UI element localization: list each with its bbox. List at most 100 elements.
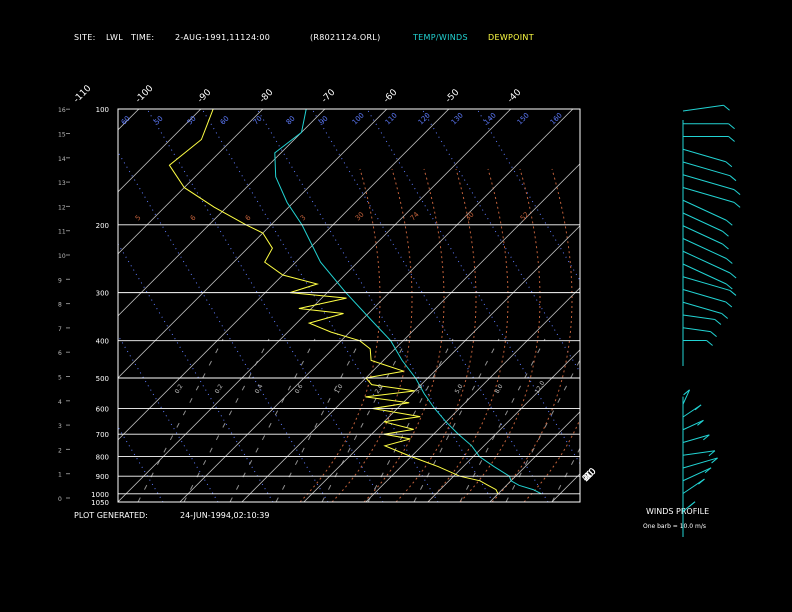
wind-barb — [682, 199, 727, 221]
pressure-tick-label: 200 — [96, 222, 109, 230]
wind-barb-flag — [688, 501, 696, 508]
isotherm-line — [179, 109, 574, 502]
isotherm-label: -80 — [258, 87, 276, 105]
height-km-label: 16 — [58, 107, 66, 114]
wind-barb — [682, 187, 735, 203]
mixing-ratio-line — [183, 338, 270, 502]
isotherm-line — [614, 99, 792, 502]
legend-temp-winds: TEMP/WINDS — [413, 33, 468, 42]
wind-barb — [682, 314, 715, 320]
isotherm-label: 0 — [581, 473, 592, 484]
theta-label: 130 — [450, 111, 465, 126]
winds-profile-note: One barb = 10.0 m/s — [643, 523, 706, 530]
wind-barb — [682, 225, 723, 245]
isotherm-line — [118, 109, 450, 441]
mixing-ratio-line — [505, 359, 580, 502]
pressure-tick-label: 400 — [96, 338, 109, 346]
wind-barb-flag — [729, 290, 737, 296]
pressure-tick-label: 700 — [96, 431, 109, 439]
wind-barb-flag — [729, 175, 737, 182]
pressure-tick-label: 600 — [96, 405, 109, 413]
wind-barb-flag — [725, 219, 733, 226]
moist-adiabat — [427, 168, 509, 502]
wind-barb-flag — [702, 434, 710, 441]
wind-barb-flag — [694, 404, 702, 411]
plot-frame — [117, 108, 581, 503]
isotherm-line — [489, 411, 580, 502]
wind-barb — [682, 238, 727, 259]
height-km-label: 7 — [58, 326, 62, 333]
wind-barb — [682, 174, 735, 191]
isotherm-line — [118, 109, 202, 193]
isotherm-line — [118, 109, 326, 317]
dry-adiabat — [0, 69, 108, 502]
moist-theta-label: 52 — [519, 210, 531, 222]
mixing-ratio-label: 12.0 — [534, 380, 547, 395]
wind-barb-flag — [714, 319, 722, 325]
theta-label: 110 — [384, 111, 399, 126]
wind-barb — [682, 289, 726, 303]
temperature-profile-line — [274, 109, 542, 495]
mixing-ratio-line — [367, 338, 454, 502]
wind-barb-flag — [725, 301, 733, 308]
isotherm-line — [118, 109, 388, 379]
wind-barb-flag — [722, 230, 729, 237]
wind-barb-flag — [704, 467, 712, 474]
mixing-ratio-line — [275, 338, 362, 502]
wind-barb-flag — [728, 136, 735, 142]
isotherm-line — [0, 99, 87, 502]
mixing-ratio-label: 3.0 — [414, 383, 425, 395]
moist-theta-label: 30 — [354, 210, 366, 222]
wind-barb-flag — [722, 243, 729, 250]
mixing-ratio-line — [459, 338, 546, 502]
wind-barb — [682, 212, 723, 232]
height-km-label: 12 — [58, 204, 66, 211]
pressure-tick-label: 1050 — [91, 499, 109, 507]
moist-adiabat — [491, 168, 573, 502]
dry-adiabat — [201, 109, 439, 502]
moist-theta-label: 5 — [134, 214, 143, 223]
wind-barb — [682, 276, 731, 291]
wind-barb — [682, 450, 715, 456]
theta-label: 100 — [351, 111, 366, 126]
wind-barb — [682, 389, 691, 405]
moist-theta-label: 74 — [409, 210, 421, 222]
mixing-ratio-line — [229, 338, 316, 502]
wind-barb — [682, 161, 731, 177]
height-km-label: 1 — [58, 472, 62, 479]
dry-adiabat — [366, 109, 580, 465]
pressure-tick-label: 1000 — [91, 491, 109, 499]
pressure-tick-label: 100 — [96, 106, 109, 114]
isotherm-line — [427, 349, 580, 502]
theta-label: 70 — [252, 114, 264, 126]
theta-label: 80 — [285, 114, 297, 126]
height-km-label: 3 — [58, 423, 62, 430]
height-km-label: 15 — [58, 132, 66, 139]
moist-adiabat — [523, 418, 580, 502]
moist-adiabat — [395, 168, 477, 502]
mixing-ratio-line — [137, 338, 224, 502]
wind-barb-flag — [733, 202, 741, 208]
wind-barb-flag — [728, 123, 735, 130]
mixing-ratio-label: 0.4 — [254, 383, 265, 395]
wind-barb — [682, 467, 712, 482]
height-km-label: 10 — [58, 253, 66, 260]
wind-barb — [682, 301, 722, 315]
theta-label: 60 — [219, 114, 231, 126]
isotherm-label: -50 — [444, 87, 462, 105]
time-value: 2-AUG-1991,11124:00 — [175, 33, 271, 42]
wind-barb-flag — [698, 478, 705, 485]
height-km-label: 4 — [58, 399, 62, 406]
wind-barb-flag — [729, 272, 737, 279]
theta-label: 90 — [318, 114, 330, 126]
isotherm-line — [118, 109, 264, 255]
wind-barb — [682, 457, 718, 469]
dry-adiabat — [476, 109, 580, 282]
height-km-label: 2 — [58, 447, 62, 454]
wind-barb-flag — [723, 104, 730, 111]
dry-adiabat — [118, 334, 219, 502]
moist-adiabat — [363, 168, 445, 502]
wind-barb-flag — [725, 283, 733, 290]
dry-adiabat — [256, 109, 494, 502]
plot-area — [0, 69, 792, 502]
